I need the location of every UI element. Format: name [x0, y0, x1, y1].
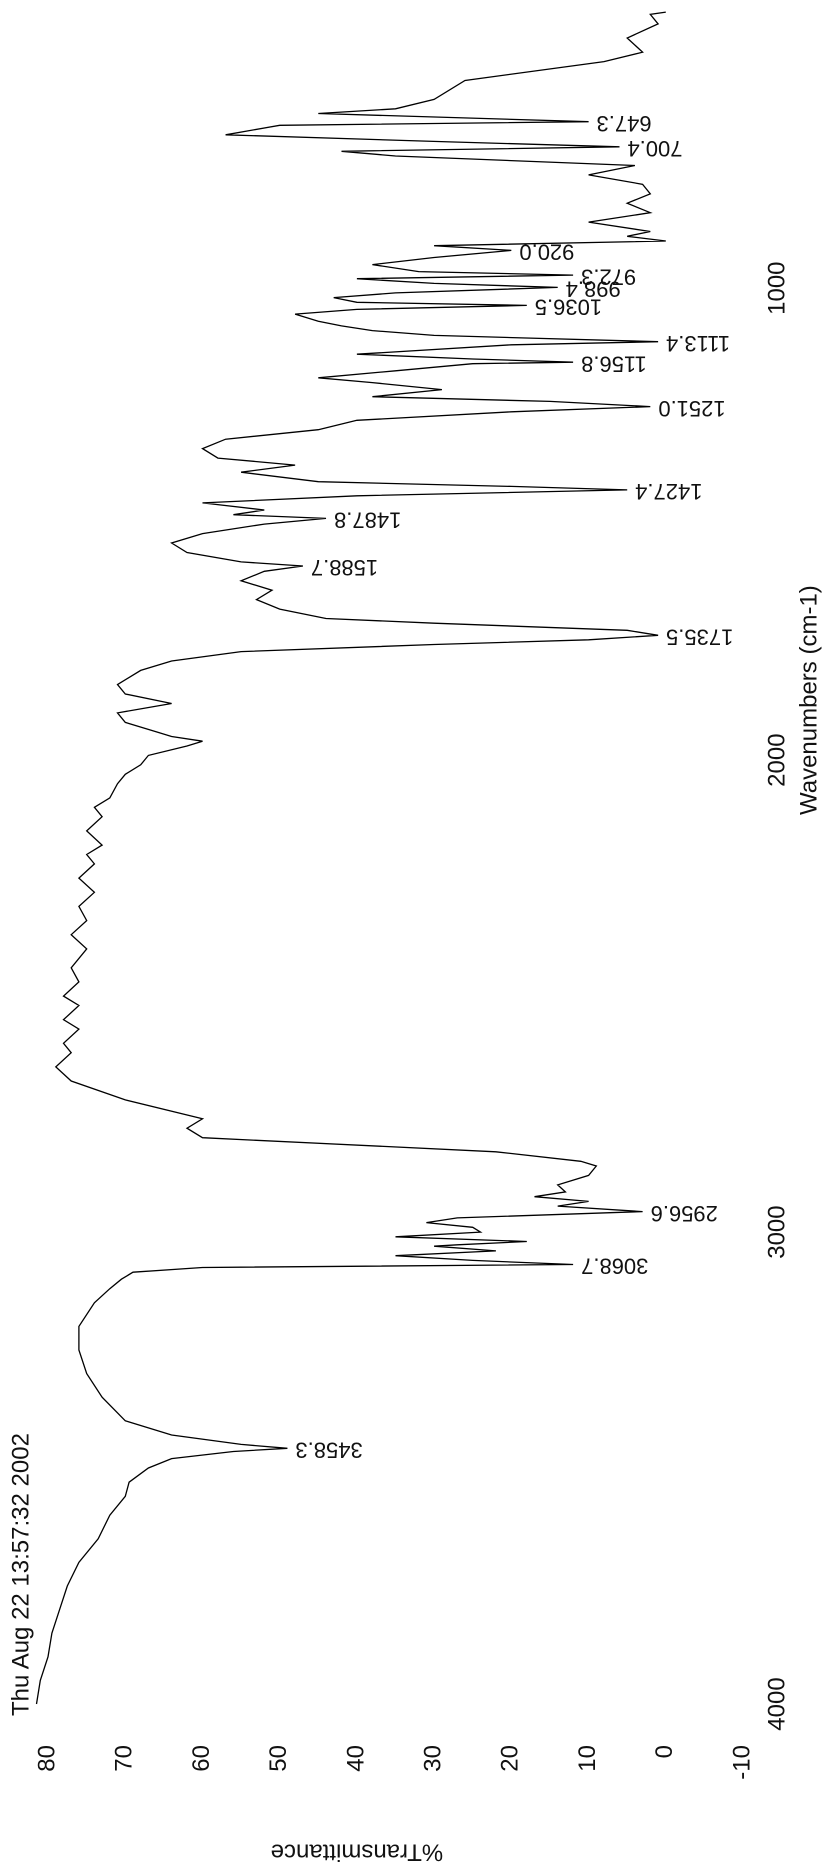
y-axis-title: %Transmittance — [271, 1839, 444, 1865]
peak-label: 1113.4 — [666, 331, 730, 356]
x-axis-title: Wavenumbers (cm-1) — [795, 585, 822, 815]
peak-label: 3068.7 — [581, 1254, 648, 1279]
timestamp: Thu Aug 22 13:57:32 2002 — [7, 1433, 34, 1716]
x-tick-label: 3000 — [763, 1205, 790, 1258]
peak-label: 3458.3 — [295, 1438, 362, 1463]
y-tick-label: 20 — [497, 1745, 524, 1772]
peak-label: 1036.5 — [535, 295, 602, 320]
peak-label: 1156.8 — [581, 351, 647, 376]
y-tick-label: 10 — [574, 1745, 601, 1772]
spectrum-line — [35, 11, 666, 1705]
x-tick-label: 2000 — [763, 733, 790, 786]
y-tick-label: 0 — [651, 1745, 678, 1758]
peak-label: 1251.0 — [658, 396, 725, 421]
peak-label: 1588.7 — [311, 555, 378, 580]
y-tick-label: 70 — [111, 1745, 138, 1772]
y-tick-label: 30 — [419, 1745, 446, 1772]
peak-label: 700.4 — [627, 136, 682, 161]
peak-label: 2956.6 — [651, 1201, 718, 1226]
peak-label: 1487.8 — [334, 508, 401, 533]
rotated-plot: Thu Aug 22 13:57:32 2002 80 70 60 50 40 30 20 1… — [7, 11, 822, 1865]
y-tick-label: 50 — [265, 1745, 292, 1772]
peak-label: 647.3 — [597, 111, 652, 136]
peak-label: 1735.5 — [666, 624, 733, 649]
peak-label: 998.4 — [566, 277, 621, 302]
peak-label: 920.0 — [519, 240, 574, 265]
x-tick-label: 4000 — [763, 1677, 790, 1730]
peak-label: 972.3 — [581, 264, 636, 289]
y-tick-label: 40 — [342, 1745, 369, 1772]
peak-label: 1427.4 — [635, 479, 702, 504]
y-tick-label: -10 — [728, 1745, 755, 1780]
y-tick-label: 80 — [33, 1745, 60, 1772]
y-tick-label: 60 — [188, 1745, 215, 1772]
x-tick-label: 1000 — [763, 261, 790, 314]
